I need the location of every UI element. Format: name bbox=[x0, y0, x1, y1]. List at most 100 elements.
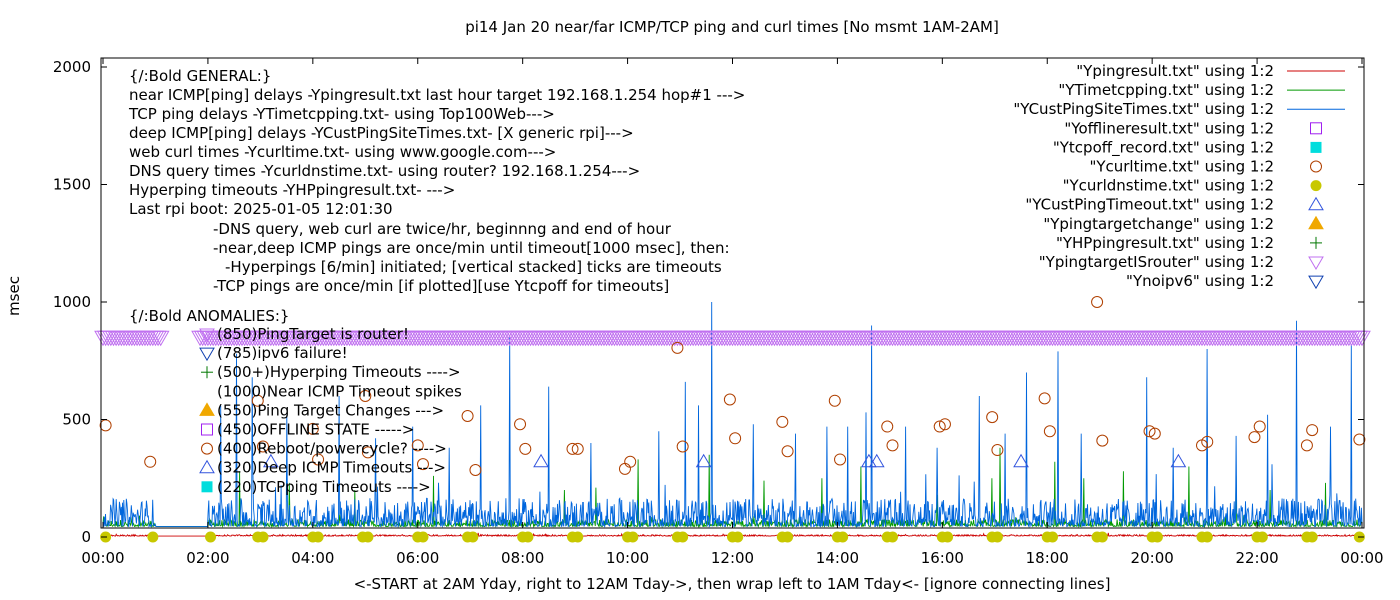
series-1-point-30 bbox=[942, 531, 954, 543]
annotation-line-11: -TCP pings are once/min [if plotted][use… bbox=[213, 277, 669, 295]
series-2-point-34 bbox=[1091, 296, 1104, 308]
series-2-point-24-shape bbox=[828, 394, 841, 407]
annotation-line-1: near ICMP[ping] delays -Ypingresult.txt … bbox=[129, 86, 745, 104]
annotation-line-12: {/:Bold ANOMALIES:} bbox=[129, 307, 289, 325]
series-1-point-20-shape bbox=[677, 531, 689, 543]
legend-marker-9 bbox=[1310, 236, 1322, 249]
x-tick-label-7: 14:00 bbox=[816, 549, 859, 567]
legend-marker-10 bbox=[1308, 256, 1324, 270]
series-2-point-12-shape bbox=[514, 418, 527, 431]
legend-label-7: "YCustPingTimeout.txt" using 1:2 bbox=[1025, 196, 1274, 214]
series-2-point-41-shape bbox=[1253, 420, 1266, 433]
legend-label-1: "YTimetcpping.txt" using 1:2 bbox=[1058, 81, 1274, 99]
series-1-point-28 bbox=[886, 531, 898, 543]
band-marker-0-shape bbox=[151, 330, 170, 347]
series-2-point-3 bbox=[256, 440, 269, 453]
series-1-point-40 bbox=[1201, 531, 1213, 543]
chart-title: pi14 Jan 20 near/far ICMP/TCP ping and c… bbox=[465, 18, 999, 36]
legend-marker-5 bbox=[1310, 160, 1322, 173]
series-2-point-12 bbox=[514, 418, 527, 431]
legend-label-6: "Ycurldnstime.txt" using 1:2 bbox=[1063, 177, 1274, 195]
series-2-point-1-shape bbox=[144, 455, 157, 468]
series-2-point-31-shape bbox=[991, 444, 1004, 457]
legend-marker-4-shape bbox=[1310, 141, 1322, 153]
series-1-point-12-shape bbox=[467, 531, 479, 543]
anomaly-key-label-4: (550)Ping Target Changes ---> bbox=[217, 401, 444, 419]
anomaly-key-label-5: (450)OFFLINE STATE -----> bbox=[217, 421, 414, 439]
series-3-point-6-shape bbox=[1170, 453, 1187, 468]
x-tick-label-8: 16:00 bbox=[921, 549, 964, 567]
series-1-point-22-shape bbox=[732, 531, 744, 543]
legend-label-5: "Ycurltime.txt" using 1:2 bbox=[1089, 158, 1274, 176]
series-1-point-44-shape bbox=[1306, 531, 1318, 543]
series-1-point-42-shape bbox=[1256, 531, 1268, 543]
x-tick-label-9: 18:00 bbox=[1026, 549, 1069, 567]
anomaly-key-label-7: (320)Deep ICMP Timeouts ---> bbox=[217, 459, 446, 477]
series-3-point-4 bbox=[868, 453, 885, 468]
series-3-point-0 bbox=[262, 453, 279, 468]
annotation-line-9: -near,deep ICMP pings are once/min until… bbox=[213, 239, 730, 257]
annotation-line-5: DNS query times -Ycurldnstime.txt- using… bbox=[129, 162, 640, 180]
x-tick-label-12: 00:00 bbox=[1340, 549, 1383, 567]
series-2-point-31 bbox=[991, 444, 1004, 457]
series-2-point-27-shape bbox=[886, 439, 899, 452]
series-2-point-9-shape bbox=[416, 458, 429, 471]
legend-marker-11 bbox=[1308, 275, 1324, 290]
series-1-point-10-shape bbox=[417, 531, 429, 543]
anomaly-key-marker-2 bbox=[201, 366, 213, 379]
series-2-point-18-shape bbox=[671, 341, 684, 354]
series-1-point-38 bbox=[1151, 531, 1163, 543]
series-2-point-44-shape bbox=[1353, 433, 1366, 446]
anomaly-key-label-6: (400)Reboot/powercycle? ----> bbox=[217, 440, 447, 458]
legend-marker-7-shape bbox=[1308, 196, 1324, 211]
legend-label-4: "Ytcpoff_record.txt" using 1:2 bbox=[1053, 138, 1274, 157]
series-1-point-1 bbox=[147, 531, 159, 543]
series-2-point-29-shape bbox=[938, 418, 951, 431]
y-axis-label: msec bbox=[5, 276, 23, 316]
series-1-point-18 bbox=[627, 531, 639, 543]
series-2-point-44 bbox=[1353, 433, 1366, 446]
series-2-point-28-shape bbox=[933, 420, 946, 433]
y-tick-label-1: 500 bbox=[62, 411, 91, 429]
series-1-point-6 bbox=[312, 531, 324, 543]
series-3-point-2 bbox=[695, 453, 712, 468]
x-tick-label-10: 20:00 bbox=[1131, 549, 1174, 567]
series-1-point-8 bbox=[362, 531, 374, 543]
series-3-point-6 bbox=[1170, 453, 1187, 468]
series-2-point-29 bbox=[938, 418, 951, 431]
series-2-point-33 bbox=[1043, 425, 1056, 438]
x-tick-label-6: 12:00 bbox=[711, 549, 754, 567]
series-2-point-23-shape bbox=[781, 445, 794, 458]
series-2-point-4 bbox=[306, 422, 319, 435]
legend-label-2: "YCustPingSiteTimes.txt" using 1:2 bbox=[1013, 100, 1274, 118]
series-2-point-1 bbox=[144, 455, 157, 468]
y-tick-label-0: 0 bbox=[81, 528, 91, 546]
series-1-point-20 bbox=[677, 531, 689, 543]
series-1-point-40-shape bbox=[1201, 531, 1213, 543]
legend-marker-5-shape bbox=[1310, 160, 1322, 173]
series-3-point-5-shape bbox=[1013, 453, 1029, 468]
series-2-point-22 bbox=[776, 415, 789, 428]
x-tick-label-4: 08:00 bbox=[501, 549, 544, 567]
series-2-point-23 bbox=[781, 445, 794, 458]
series-2-point-18 bbox=[671, 341, 684, 354]
anomaly-key-marker-8-shape bbox=[201, 481, 213, 493]
series-1-point-32 bbox=[991, 531, 1003, 543]
series-1-point-44 bbox=[1306, 531, 1318, 543]
series-3-point-1-shape bbox=[533, 453, 549, 468]
series-2-point-8-shape bbox=[411, 439, 424, 452]
legend-marker-7 bbox=[1308, 196, 1324, 211]
series-1-point-38-shape bbox=[1151, 531, 1163, 543]
series-2-point-2-shape bbox=[251, 394, 264, 407]
anomaly-key-label-1: (785)ipv6 failure! bbox=[217, 344, 348, 362]
anomaly-key-marker-4 bbox=[199, 402, 215, 416]
series-2-point-19-shape bbox=[676, 440, 689, 453]
annotation-line-8: -DNS query, web curl are twice/hr, begin… bbox=[213, 220, 672, 238]
series-2-point-20-shape bbox=[723, 393, 736, 406]
series-2-point-21 bbox=[729, 432, 742, 445]
annotation-line-6: Hyperping timeouts -YHPpingresult.txt- -… bbox=[129, 181, 455, 199]
series-1-point-34-shape bbox=[1046, 531, 1058, 543]
series-2-point-40-shape bbox=[1248, 431, 1261, 444]
axis-ticks: 00:00 02:00 04:00 06:00 08:00 10:00 12:00 14:00… bbox=[53, 58, 1384, 567]
legend-marker-10-shape bbox=[1308, 256, 1324, 270]
